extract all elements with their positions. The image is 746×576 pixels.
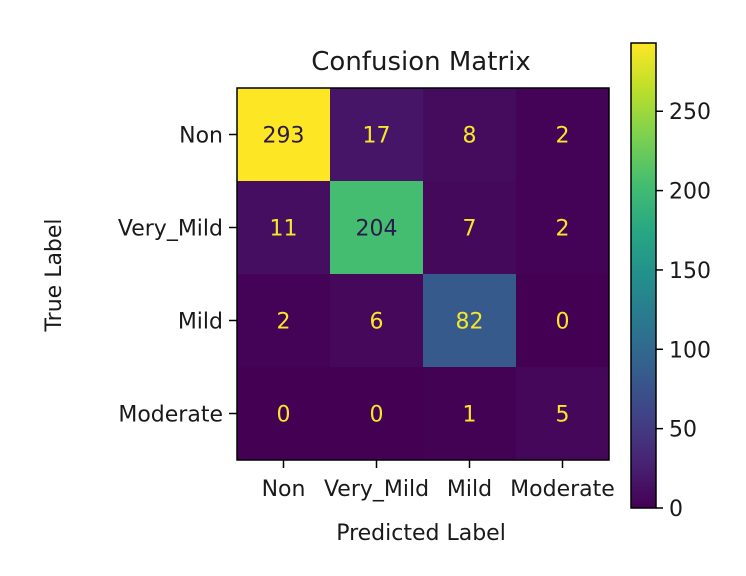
y-tick-label: Moderate	[118, 403, 223, 428]
heatmap-cell	[330, 274, 423, 367]
heatmap-cell	[516, 88, 609, 181]
colorbar-tick-label: 50	[669, 418, 697, 443]
colorbar-tick-label: 100	[669, 338, 711, 363]
heatmap-cell	[423, 181, 516, 274]
cell-value-label: 2	[556, 217, 570, 242]
cell-value-label: 6	[370, 310, 384, 335]
heatmap-cell	[330, 367, 423, 460]
plot-frame	[236, 87, 610, 461]
cell-value-label: 293	[263, 124, 305, 149]
colorbar-tick-label: 200	[669, 180, 711, 205]
heatmap-cell	[330, 88, 423, 181]
heatmap-cell	[237, 88, 330, 181]
cell-value-label: 2	[277, 310, 291, 335]
cell-value-label: 204	[356, 217, 398, 242]
cell-value-label: 1	[463, 403, 477, 428]
heatmap-cell	[516, 274, 609, 367]
heatmap-cell	[423, 274, 516, 367]
x-tick-label: Very_Mild	[324, 477, 429, 502]
colorbar-gradient	[630, 42, 657, 509]
y-tick-label: Very_Mild	[118, 217, 223, 242]
y-tick-label: Non	[179, 124, 223, 149]
cell-value-label: 82	[456, 310, 484, 335]
heatmap-cell	[237, 367, 330, 460]
heatmap-cell	[423, 367, 516, 460]
heatmap-cell	[516, 181, 609, 274]
cell-value-label: 5	[556, 403, 570, 428]
y-tick-label: Mild	[178, 310, 223, 335]
heatmap-cell	[423, 88, 516, 181]
x-tick-label: Non	[262, 477, 306, 502]
cell-value-label: 8	[463, 124, 477, 149]
chart-title: Confusion Matrix	[311, 47, 530, 77]
x-axis-label: Predicted Label	[336, 521, 506, 546]
colorbar-tick-label: 0	[669, 497, 683, 522]
cell-value-label: 0	[556, 310, 570, 335]
heatmap-cell	[516, 367, 609, 460]
cell-value-label: 7	[463, 217, 477, 242]
cell-value-label: 17	[363, 124, 391, 149]
cell-value-label: 0	[370, 403, 384, 428]
y-axis: Non Very_Mild Mild Moderate	[118, 124, 237, 428]
cell-value-label: 11	[270, 217, 298, 242]
heatmap-cell-labels: 293 17 8 211 204 7 22 6 82 00 0 1 5	[263, 124, 570, 428]
heatmap-cell	[237, 274, 330, 367]
y-axis-label: True Label	[42, 218, 67, 332]
cell-value-label: 2	[556, 124, 570, 149]
x-tick-label: Moderate	[510, 477, 615, 502]
x-axis: Non Very_Mild Mild Moderate	[262, 460, 615, 502]
heatmap-cells	[237, 88, 609, 460]
heatmap-cell	[237, 181, 330, 274]
x-tick-label: Mild	[447, 477, 492, 502]
heatmap-cell	[330, 181, 423, 274]
colorbar-tick-label: 150	[669, 259, 711, 284]
colorbar-tick-label: 250	[669, 100, 711, 125]
cell-value-label: 0	[277, 403, 291, 428]
colorbar: 0 50 100 150 200 250	[630, 42, 711, 522]
